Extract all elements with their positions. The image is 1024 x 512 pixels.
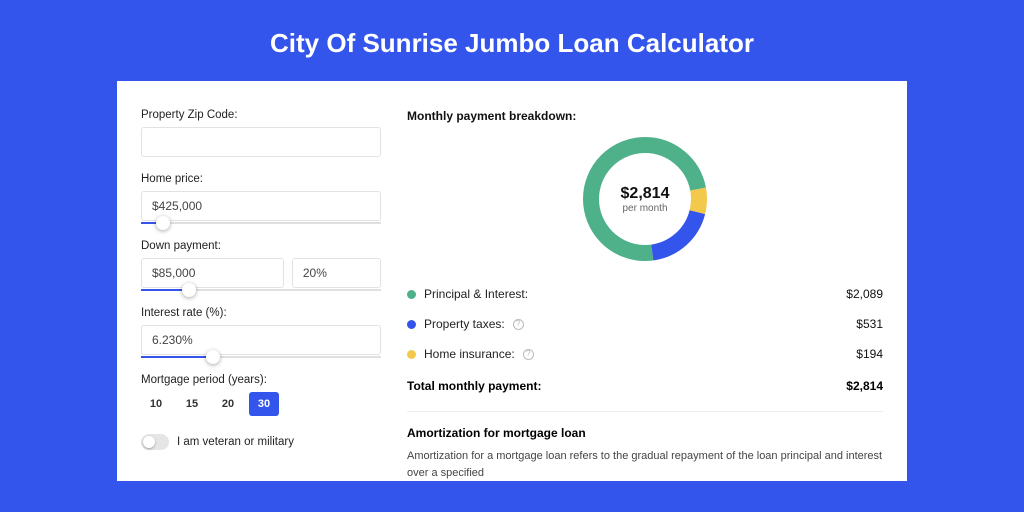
period-option-30[interactable]: 30 — [249, 392, 279, 416]
breakdown-column: Monthly payment breakdown: $2,814 per mo… — [407, 109, 883, 481]
donut-container: $2,814 per month — [407, 137, 883, 261]
interest-slider-thumb[interactable] — [206, 350, 220, 364]
form-column: Property Zip Code: Home price: Down paym… — [141, 109, 381, 481]
legend-dot-principal — [407, 290, 416, 299]
down-payment-pct-input[interactable] — [292, 258, 381, 288]
period-option-20[interactable]: 20 — [213, 392, 243, 416]
legend-dot-insurance — [407, 350, 416, 359]
period-option-15[interactable]: 15 — [177, 392, 207, 416]
period-field: Mortgage period (years): 10152030 — [141, 374, 381, 416]
home-price-label: Home price: — [141, 173, 381, 185]
veteran-toggle-knob — [143, 436, 155, 448]
interest-field: Interest rate (%): — [141, 307, 381, 358]
zip-label: Property Zip Code: — [141, 109, 381, 121]
page-title: City Of Sunrise Jumbo Loan Calculator — [270, 28, 754, 59]
legend-value-principal: $2,089 — [846, 287, 883, 301]
legend: Principal & Interest: $2,089 Property taxe… — [407, 279, 883, 369]
page-background: City Of Sunrise Jumbo Loan Calculator Pr… — [0, 0, 1024, 512]
zip-input[interactable] — [141, 127, 381, 157]
home-price-slider-thumb[interactable] — [156, 216, 170, 230]
donut-amount: $2,814 — [621, 185, 670, 203]
info-icon[interactable]: ? — [513, 319, 524, 330]
legend-row-principal: Principal & Interest: $2,089 — [407, 279, 883, 309]
total-value: $2,814 — [846, 379, 883, 393]
interest-slider[interactable] — [141, 356, 381, 358]
period-option-10[interactable]: 10 — [141, 392, 171, 416]
legend-row-taxes: Property taxes:? $531 — [407, 309, 883, 339]
home-price-input[interactable] — [141, 191, 381, 221]
down-payment-slider[interactable] — [141, 289, 381, 291]
down-payment-slider-thumb[interactable] — [182, 283, 196, 297]
legend-value-taxes: $531 — [856, 317, 883, 331]
amortization-title: Amortization for mortgage loan — [407, 426, 883, 440]
veteran-label: I am veteran or military — [177, 436, 294, 448]
calculator-card: Property Zip Code: Home price: Down paym… — [117, 81, 907, 481]
legend-label-insurance: Home insurance: — [424, 347, 515, 361]
info-icon[interactable]: ? — [523, 349, 534, 360]
divider — [407, 411, 883, 412]
legend-label-taxes: Property taxes: — [424, 317, 505, 331]
total-row: Total monthly payment: $2,814 — [407, 369, 883, 407]
down-payment-field: Down payment: — [141, 240, 381, 291]
breakdown-title: Monthly payment breakdown: — [407, 109, 883, 123]
breakdown-donut: $2,814 per month — [583, 137, 707, 261]
veteran-field: I am veteran or military — [141, 434, 381, 450]
total-label: Total monthly payment: — [407, 379, 541, 393]
legend-dot-taxes — [407, 320, 416, 329]
period-label: Mortgage period (years): — [141, 374, 381, 386]
amortization-text: Amortization for a mortgage loan refers … — [407, 448, 883, 481]
donut-center: $2,814 per month — [583, 137, 707, 261]
legend-row-insurance: Home insurance:? $194 — [407, 339, 883, 369]
down-payment-label: Down payment: — [141, 240, 381, 252]
home-price-slider[interactable] — [141, 222, 381, 224]
zip-field: Property Zip Code: — [141, 109, 381, 157]
home-price-field: Home price: — [141, 173, 381, 224]
legend-label-principal: Principal & Interest: — [424, 287, 528, 301]
interest-input[interactable] — [141, 325, 381, 355]
down-payment-input[interactable] — [141, 258, 284, 288]
legend-value-insurance: $194 — [856, 347, 883, 361]
veteran-toggle[interactable] — [141, 434, 169, 450]
interest-label: Interest rate (%): — [141, 307, 381, 319]
donut-sub: per month — [622, 203, 667, 214]
